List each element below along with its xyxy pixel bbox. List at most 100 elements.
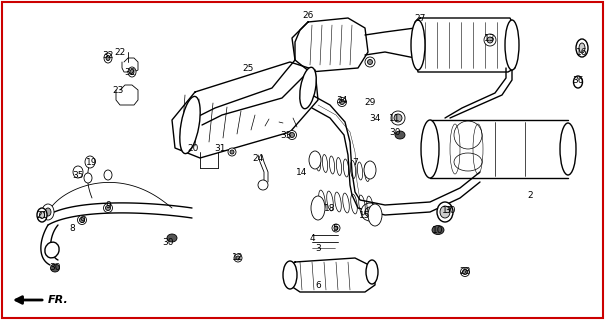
Ellipse shape [338,98,347,107]
Ellipse shape [167,234,177,242]
Ellipse shape [432,226,444,235]
Text: 25: 25 [243,63,253,73]
Text: 8: 8 [69,223,75,233]
Ellipse shape [339,100,344,105]
Text: 14: 14 [296,167,308,177]
Ellipse shape [180,96,200,154]
Text: 27: 27 [414,13,426,22]
Text: 9: 9 [105,201,111,210]
Ellipse shape [230,150,234,154]
Text: 30: 30 [444,205,456,214]
Text: 35: 35 [72,171,83,180]
Ellipse shape [579,43,585,53]
Ellipse shape [290,132,295,138]
Ellipse shape [45,208,51,216]
Text: 29: 29 [364,98,376,107]
Text: 6: 6 [315,281,321,290]
Text: 10: 10 [432,226,443,235]
Text: 26: 26 [302,11,313,20]
Text: 20: 20 [188,143,198,153]
Ellipse shape [128,67,136,77]
Ellipse shape [460,268,469,276]
Text: 30: 30 [162,237,174,246]
Ellipse shape [42,204,54,220]
Text: 21: 21 [36,211,48,220]
Ellipse shape [105,205,111,211]
Text: 24: 24 [252,154,264,163]
Ellipse shape [484,34,496,46]
Text: 19: 19 [87,157,98,166]
Ellipse shape [437,202,453,222]
Ellipse shape [39,212,45,219]
Text: 9: 9 [79,215,85,225]
Ellipse shape [85,156,95,168]
Ellipse shape [391,111,405,125]
Text: 18: 18 [324,204,336,212]
Ellipse shape [104,53,112,63]
Ellipse shape [574,76,583,88]
Ellipse shape [228,148,236,156]
Ellipse shape [299,67,316,109]
Ellipse shape [45,242,59,258]
Ellipse shape [394,114,402,122]
Text: 30: 30 [49,263,60,273]
Ellipse shape [79,218,85,222]
Ellipse shape [332,224,340,232]
Ellipse shape [287,131,296,140]
Text: 12: 12 [232,253,244,262]
Ellipse shape [576,39,588,57]
Ellipse shape [365,207,375,217]
Text: 16: 16 [576,47,587,57]
Text: 33: 33 [280,131,292,140]
Ellipse shape [103,204,113,212]
Text: 2: 2 [527,190,533,199]
Ellipse shape [462,269,468,275]
Ellipse shape [411,20,425,70]
Ellipse shape [395,131,405,139]
Ellipse shape [440,206,450,218]
Ellipse shape [84,173,92,183]
Ellipse shape [487,37,493,43]
Ellipse shape [104,170,112,180]
Text: 32: 32 [124,68,136,76]
Text: 22: 22 [114,47,126,57]
Ellipse shape [365,57,375,67]
Text: 17: 17 [442,205,454,214]
Text: 23: 23 [113,85,123,94]
Text: 15: 15 [359,211,371,220]
Text: 31: 31 [214,143,226,153]
Text: 30: 30 [389,127,401,137]
Ellipse shape [361,203,379,221]
Ellipse shape [421,120,439,178]
Text: 5: 5 [332,223,338,233]
Text: 36: 36 [572,76,584,84]
Text: FR.: FR. [48,295,69,305]
Ellipse shape [77,215,87,225]
Text: 28: 28 [459,268,471,276]
Ellipse shape [366,260,378,284]
Ellipse shape [234,254,242,262]
Text: 4: 4 [309,234,315,243]
Ellipse shape [73,166,83,178]
Ellipse shape [368,204,382,226]
Text: 34: 34 [369,114,381,123]
Ellipse shape [505,20,519,70]
Text: 3: 3 [315,244,321,252]
Ellipse shape [50,264,59,272]
Text: 11: 11 [389,114,401,123]
Ellipse shape [309,151,321,169]
Ellipse shape [334,226,338,230]
Text: 32: 32 [102,51,114,60]
Ellipse shape [364,161,376,179]
Text: 7: 7 [352,157,358,166]
Text: 34: 34 [336,95,348,105]
Ellipse shape [236,256,240,260]
Text: 13: 13 [484,34,495,43]
Ellipse shape [258,180,268,190]
Ellipse shape [311,196,325,220]
Ellipse shape [283,261,297,289]
Ellipse shape [106,55,110,60]
Ellipse shape [367,60,373,65]
Ellipse shape [130,69,134,75]
Ellipse shape [37,208,47,222]
